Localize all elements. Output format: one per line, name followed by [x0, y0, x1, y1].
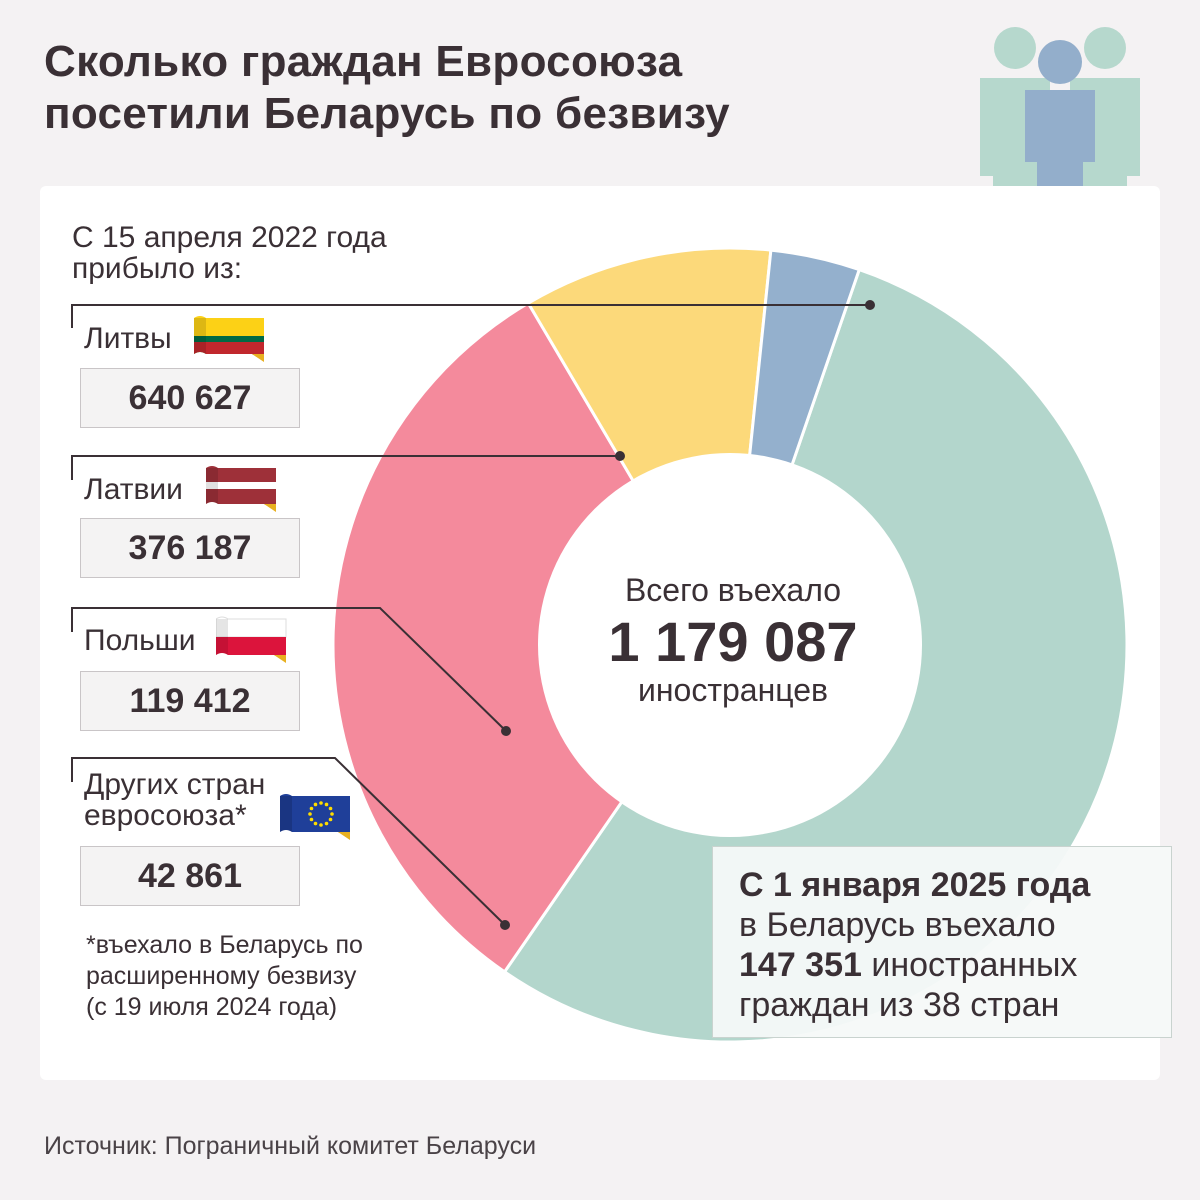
country-name: Латвии	[84, 473, 183, 506]
source-note: Источник: Пограничный комитет Беларуси	[44, 1132, 537, 1160]
eu-star	[328, 806, 333, 811]
leader-line-other	[71, 757, 506, 926]
footnote: *въехало в Беларусь по расширенному безв…	[86, 930, 363, 1023]
info-number: 147 351	[739, 946, 862, 984]
leader-dot-lithuania	[865, 300, 875, 310]
donut-hole	[538, 453, 922, 837]
eu-star	[324, 821, 329, 826]
country-name-line-2: евросоюза*	[84, 799, 247, 832]
eu-star	[309, 806, 314, 811]
center-unit: иностранцев	[637, 672, 829, 708]
donut-slice-latvia	[331, 301, 732, 974]
country-value-poland: 119 412	[80, 671, 300, 731]
leader-line-poland	[71, 607, 507, 732]
eu-star	[319, 823, 323, 827]
poland-flag-icon	[216, 616, 287, 663]
eu-star	[308, 812, 312, 816]
footnote-line-1: *въехало в Беларусь по	[86, 931, 363, 959]
intro-line-1: С 15 апреля 2022 года	[72, 221, 387, 254]
country-name-line-1: Других стран	[84, 768, 266, 801]
latvia-flag-icon	[206, 466, 276, 512]
eu-star	[324, 802, 329, 807]
center-caption: Всего въехало	[624, 572, 842, 608]
leader-dot-other	[500, 920, 510, 930]
country-value-other-eu: 42 861	[80, 846, 300, 906]
info-line-3: иностранных	[861, 946, 1078, 984]
country-label-lithuania: Литвы	[84, 323, 172, 354]
eu-star	[330, 812, 334, 816]
eu-flag-icon	[280, 794, 350, 840]
eu-star	[313, 821, 318, 826]
leader-dot-latvia	[615, 451, 625, 461]
country-label-poland: Польши	[84, 625, 196, 656]
country-name: Литвы	[84, 322, 172, 355]
leader-line-lithuania	[71, 304, 870, 328]
leader-dot-poland	[501, 726, 511, 736]
donut-center-label: Всего въехало 1 179 087 иностранцев	[528, 570, 938, 706]
info-line-2: в Беларусь въехало	[739, 906, 1056, 944]
eu-star	[328, 817, 333, 822]
lithuania-flag-icon	[194, 316, 264, 362]
footnote-line-2: расширенному безвизу	[86, 962, 357, 990]
info-box-2025: С 1 января 2025 года в Беларусь въехало …	[712, 846, 1172, 1038]
info-date: С 1 января 2025 года	[739, 866, 1091, 904]
eu-star	[319, 801, 323, 805]
title-line-2: посетили Беларусь по безвизу	[44, 89, 730, 138]
country-value-lithuania: 640 627	[80, 368, 300, 428]
info-line-4: граждан из 38 стран	[739, 986, 1060, 1024]
page-title: Сколько граждан Евросоюза посетили Белар…	[44, 36, 730, 140]
country-label-other-eu: Других стран евросоюза*	[84, 769, 265, 831]
footnote-line-3: (с 19 июля 2024 года)	[86, 993, 338, 1021]
leader-line-latvia	[71, 455, 620, 480]
eu-star	[309, 817, 314, 822]
center-total: 1 179 087	[608, 610, 858, 673]
title-line-1: Сколько граждан Евросоюза	[44, 37, 683, 86]
intro-text: С 15 апреля 2022 года прибыло из:	[72, 222, 387, 284]
country-name: Польши	[84, 624, 196, 657]
country-value-latvia: 376 187	[80, 518, 300, 578]
eu-star	[313, 802, 318, 807]
intro-line-2: прибыло из:	[72, 252, 243, 285]
country-label-latvia: Латвии	[84, 474, 183, 505]
